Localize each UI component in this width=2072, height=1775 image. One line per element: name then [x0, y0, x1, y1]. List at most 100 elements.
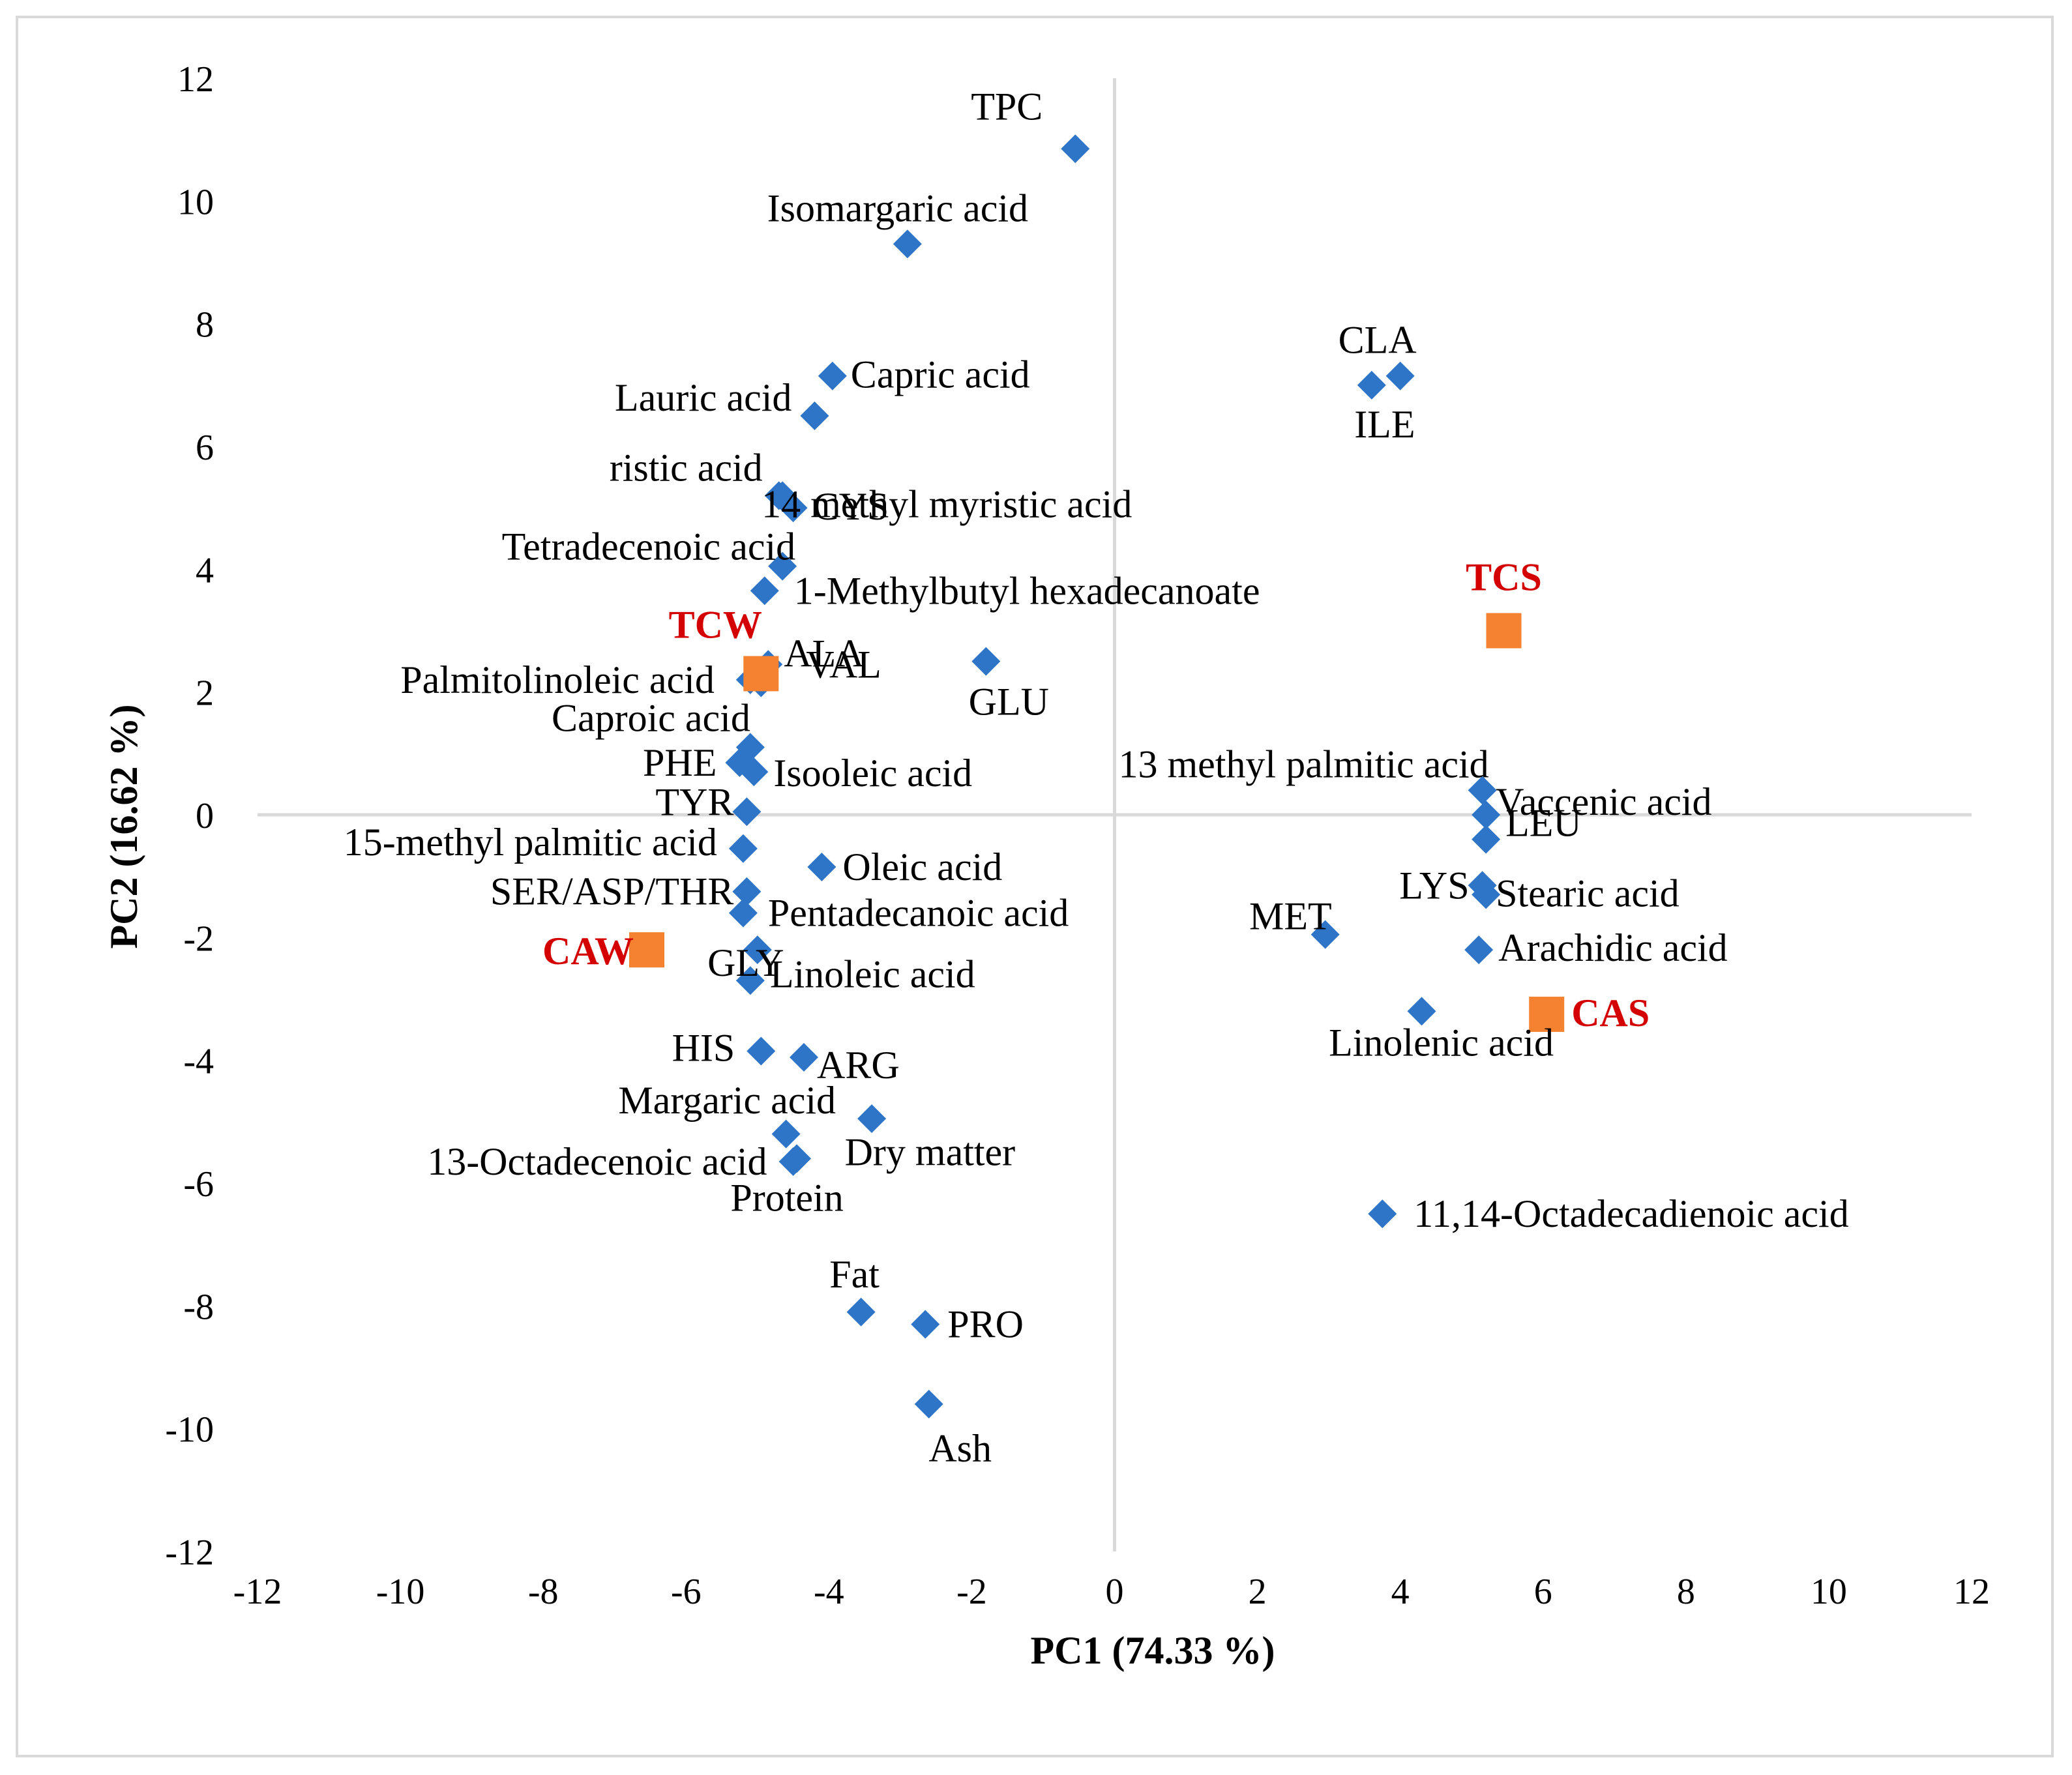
variable-label: Linolenic acid [1329, 1021, 1554, 1064]
variable-point [914, 1390, 943, 1418]
variable-point [747, 1036, 776, 1066]
y-tick-labels: -12 -10 -8 -6 -4 -2 0 2 4 6 8 10 12 [165, 59, 214, 1573]
sample-label: CAS [1571, 991, 1650, 1034]
x-tick-label: 10 [1811, 1572, 1847, 1612]
x-tick-labels: -12 -10 -8 -6 -4 -2 0 2 4 6 8 10 12 [233, 1572, 1990, 1612]
x-axis-title: PC1 (74.33 %) [1031, 1629, 1275, 1672]
y-tick-label: -12 [165, 1533, 214, 1573]
variable-label: LEU [1505, 802, 1582, 845]
variable-point [1310, 920, 1340, 949]
variable-point [732, 797, 762, 827]
variable-label: CYS [813, 485, 889, 528]
variable-label: Ash [928, 1427, 992, 1470]
x-tick-label: -10 [376, 1572, 425, 1612]
variable-label: 13 methyl palmitic acid [1118, 742, 1488, 785]
variable-point [893, 229, 922, 259]
sample-label: CAW [542, 930, 634, 973]
pca-biplot: -12 -10 -8 -6 -4 -2 0 2 4 6 8 10 12 -12 -10 -8 -6 -4 -2 0 2… [102, 59, 1990, 1672]
variable-label: ristic acid [610, 446, 763, 489]
y-tick-label: 8 [196, 305, 214, 345]
variable-point [735, 966, 765, 995]
variable-label: Arachidic acid [1498, 926, 1727, 969]
variable-point [1472, 825, 1501, 854]
variable-label: 1-Methylbutyl hexadecanoate [794, 569, 1260, 612]
variable-point [732, 877, 762, 906]
variable-label: Palmitolinoleic acid [400, 658, 715, 701]
sample-labels: TCS TCW CAW CAS [542, 556, 1650, 1035]
variable-label: Isooleic acid [773, 752, 972, 795]
x-tick-label: 4 [1391, 1572, 1410, 1612]
variable-point [768, 551, 797, 581]
y-tick-label: 0 [196, 796, 214, 836]
variable-point [1357, 370, 1386, 400]
variable-label: 13-Octadecenoic acid [427, 1140, 767, 1183]
y-tick-label: 4 [196, 550, 214, 591]
variable-point [728, 898, 758, 928]
variable-label: ALA [784, 632, 864, 675]
sample-label: TCW [669, 603, 762, 646]
y-tick-label: 6 [196, 428, 214, 468]
variable-label: 14 methyl myristic acid [762, 482, 1132, 525]
variable-label: CLA [1339, 319, 1417, 362]
variable-point [911, 1310, 940, 1339]
variable-label: Isomargaric acid [767, 186, 1028, 229]
x-tick-label: -8 [528, 1572, 559, 1612]
variable-point [728, 834, 758, 863]
y-tick-label: -6 [183, 1164, 214, 1205]
variable-point [778, 493, 808, 523]
y-tick-label: 10 [177, 182, 214, 222]
variable-point [739, 757, 769, 787]
variable-point [800, 401, 829, 430]
variable-label: Fat [829, 1253, 880, 1296]
variable-label: TPC [971, 85, 1043, 128]
sample-point [629, 932, 665, 968]
sample-points [629, 613, 1565, 1033]
variable-label: Protein [730, 1176, 843, 1219]
variable-label: GLY [707, 941, 784, 984]
variable-label: Tetradecenoic acid [502, 525, 796, 568]
variable-point [807, 853, 836, 882]
variable-point [1472, 880, 1501, 909]
variable-point [971, 647, 1001, 676]
x-tick-label: 0 [1106, 1572, 1124, 1612]
x-tick-label: 12 [1953, 1572, 1990, 1612]
variable-label: ILE [1354, 403, 1415, 446]
sample-point [743, 656, 779, 692]
variable-point [789, 1042, 818, 1072]
variable-label: SER/ASP/THR [490, 870, 733, 913]
x-tick-label: 2 [1249, 1572, 1267, 1612]
variable-point [743, 935, 772, 965]
variable-labels: TPC Isomargaric acid Capric acid Lauric aci… [344, 85, 1849, 1470]
variable-points [725, 134, 1501, 1418]
variable-label: TYR [655, 780, 733, 823]
x-tick-label: -2 [956, 1572, 987, 1612]
variable-point [857, 1104, 887, 1134]
variable-point [782, 1144, 812, 1173]
variable-point [1061, 134, 1090, 164]
sample-label: TCS [1466, 556, 1542, 599]
x-tick-label: 6 [1534, 1572, 1552, 1612]
variable-point [771, 1119, 801, 1149]
variable-point [1464, 935, 1494, 965]
variable-point [1385, 361, 1415, 390]
variable-label: Lauric acid [615, 376, 792, 419]
variable-label: LYS [1399, 864, 1469, 907]
variable-label: ARG [817, 1044, 900, 1087]
variable-label: Margaric acid [618, 1079, 836, 1122]
variable-label: Capric acid [851, 353, 1030, 396]
variable-label: Stearic acid [1496, 872, 1680, 915]
variable-label: PHE [643, 741, 717, 784]
variable-point [1472, 800, 1501, 829]
variable-label: MET [1249, 895, 1332, 938]
x-tick-label: 8 [1677, 1572, 1695, 1612]
variable-point [750, 576, 779, 606]
x-tick-label: -4 [814, 1572, 844, 1612]
x-tick-label: -12 [233, 1572, 282, 1612]
y-tick-label: -2 [183, 918, 214, 959]
y-tick-label: 12 [177, 59, 214, 100]
variable-label: Vaccenic acid [1496, 780, 1711, 823]
variable-label: PRO [947, 1303, 1024, 1346]
variable-label: Linoleic acid [770, 952, 975, 995]
variable-point [818, 361, 847, 390]
variable-label: Dry matter [845, 1131, 1016, 1174]
